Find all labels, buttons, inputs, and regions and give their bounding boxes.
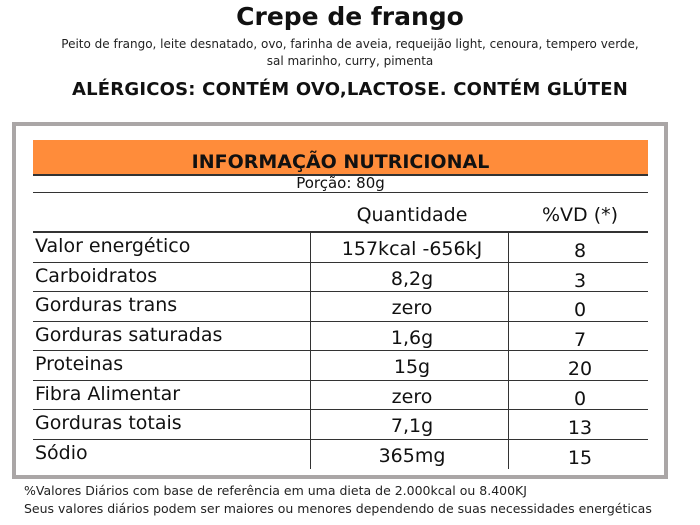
nutrient-dv: 3	[573, 269, 587, 292]
nutrient-name: Gorduras saturadas	[35, 323, 223, 346]
row-divider	[33, 261, 648, 263]
nutrient-quantity: 1,6g	[390, 326, 434, 349]
nutrient-dv: 0	[573, 299, 587, 321]
divider	[33, 192, 648, 193]
nutrient-name: Carboidratos	[35, 264, 158, 287]
nutrient-dv: 0	[573, 387, 587, 410]
nutrient-quantity: 15g	[393, 356, 431, 378]
footnote-reference: %Valores Diários com base de referência …	[24, 483, 527, 498]
divider	[33, 231, 648, 233]
nutrient-name: Valor energético	[35, 235, 191, 257]
nutrient-name: Fibra Alimentar	[35, 382, 181, 405]
column-divider	[508, 232, 509, 469]
column-header-quantity: Quantidade	[356, 204, 468, 226]
allergens-warning: ALÉRGICOS: CONTÉM OVO,LACTOSE. CONTÉM GL…	[71, 79, 629, 100]
row-divider	[33, 409, 648, 410]
nutrition-header: INFORMAÇÃO NUTRICIONAL	[33, 140, 648, 176]
nutrient-quantity: 157kcal -656kJ	[341, 238, 483, 260]
ingredients-line-1: Peito de frango, leite desnatado, ovo, f…	[61, 37, 639, 51]
ingredients-list: Peito de frango, leite desnatado, ovo, f…	[40, 36, 660, 70]
row-divider	[33, 350, 648, 351]
nutrient-name: Gorduras totais	[35, 412, 182, 434]
nutrient-name: Proteinas	[35, 353, 124, 375]
nutrient-name: Gorduras trans	[35, 294, 178, 316]
column-divider	[310, 232, 311, 469]
nutrient-quantity: zero	[391, 297, 433, 319]
row-divider	[33, 438, 648, 440]
nutrient-name: Sódio	[35, 441, 88, 464]
product-title: Crepe de frango	[236, 2, 464, 31]
row-divider	[33, 291, 648, 292]
portion-size: Porção: 80g	[296, 174, 385, 192]
nutrient-quantity: 365mg	[378, 444, 446, 467]
nutrient-dv: 7	[573, 328, 587, 351]
footnote-energy: Seus valores diários podem ser maiores o…	[24, 501, 652, 516]
row-divider	[33, 379, 648, 381]
nutrient-dv: 20	[567, 358, 593, 380]
nutrient-quantity: zero	[391, 385, 433, 408]
ingredients-line-2: sal marinho, curry, pimenta	[266, 54, 434, 68]
nutrient-dv: 13	[567, 417, 593, 439]
nutrition-heading: INFORMAÇÃO NUTRICIONAL	[191, 151, 490, 173]
row-divider	[33, 320, 648, 322]
nutrition-panel: INFORMAÇÃO NUTRICIONAL Porção: 80g Quant…	[12, 122, 668, 479]
nutrient-quantity: 8,2g	[390, 267, 434, 290]
nutrient-dv: 15	[567, 446, 593, 469]
nutrient-quantity: 7,1g	[390, 415, 434, 437]
column-header-dv: %VD (*)	[541, 204, 619, 226]
nutrient-dv: 8	[573, 240, 587, 262]
